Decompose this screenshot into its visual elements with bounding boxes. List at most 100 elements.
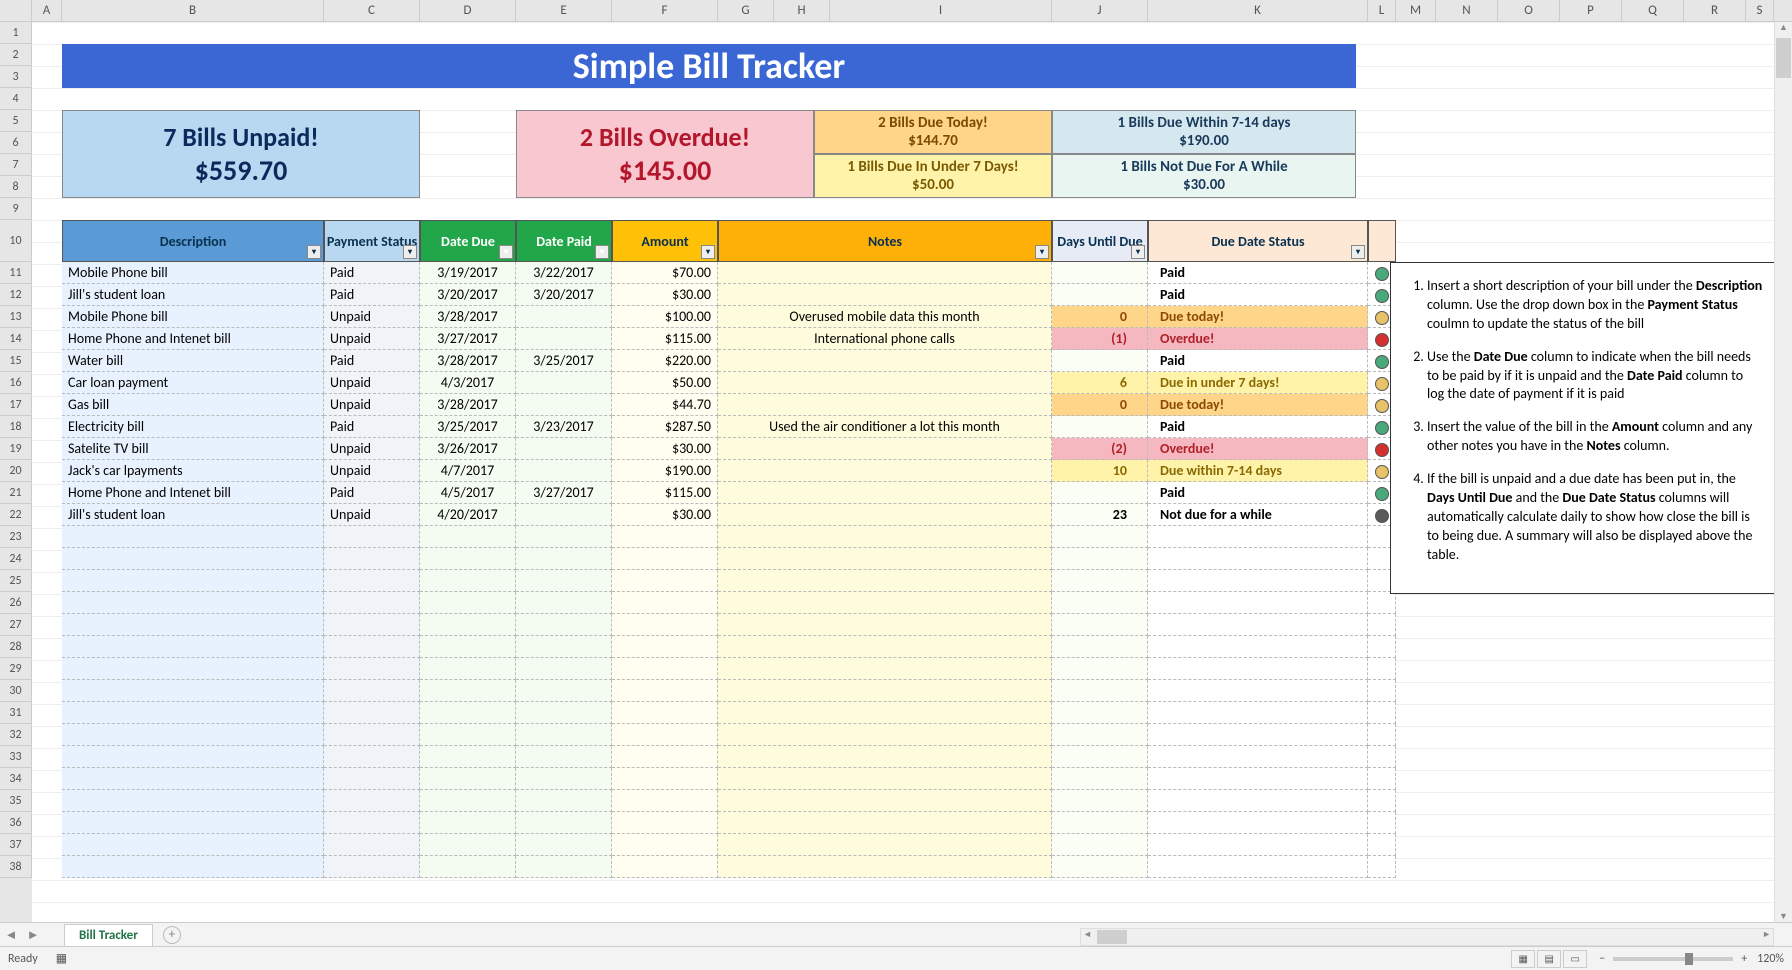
cell-notes[interactable]: [718, 570, 1052, 592]
cell-date_due[interactable]: [420, 614, 516, 636]
cell-description[interactable]: [62, 680, 324, 702]
column-header-N[interactable]: N: [1436, 0, 1498, 21]
cell-notes[interactable]: [718, 768, 1052, 790]
vertical-scrollbar[interactable]: ▲ ▼: [1774, 22, 1792, 922]
cell-amount[interactable]: [612, 834, 718, 856]
row-header-2[interactable]: 2: [0, 44, 32, 66]
row-header-14[interactable]: 14: [0, 328, 32, 350]
cell-payment_status[interactable]: [324, 768, 420, 790]
cell-amount[interactable]: [612, 658, 718, 680]
cell-notes[interactable]: [718, 262, 1052, 284]
zoom-out-button[interactable]: −: [1599, 952, 1605, 966]
row-header-6[interactable]: 6: [0, 132, 32, 154]
cell-payment_status[interactable]: Unpaid: [324, 504, 420, 526]
cell-amount[interactable]: [612, 790, 718, 812]
cell-amount[interactable]: [612, 548, 718, 570]
tab-nav-next[interactable]: ►: [22, 927, 44, 943]
cell-status[interactable]: Due today!: [1148, 306, 1368, 328]
cell-date_due[interactable]: 4/20/2017: [420, 504, 516, 526]
cell-amount[interactable]: $190.00: [612, 460, 718, 482]
cell-payment_status[interactable]: [324, 658, 420, 680]
cell-days[interactable]: 23: [1052, 504, 1148, 526]
header-notes[interactable]: Notes▾: [718, 220, 1052, 262]
row-header-4[interactable]: 4: [0, 88, 32, 110]
row-header-28[interactable]: 28: [0, 636, 32, 658]
column-header-C[interactable]: C: [324, 0, 420, 21]
cell-amount[interactable]: $30.00: [612, 284, 718, 306]
cell-description[interactable]: Jack's car lpayments: [62, 460, 324, 482]
cell-status[interactable]: [1148, 812, 1368, 834]
cell-payment_status[interactable]: [324, 548, 420, 570]
cell-days[interactable]: [1052, 812, 1148, 834]
sheet-tab-active[interactable]: Bill Tracker: [64, 924, 153, 946]
cell-status[interactable]: [1148, 592, 1368, 614]
cell-payment_status[interactable]: [324, 790, 420, 812]
row-header-26[interactable]: 26: [0, 592, 32, 614]
filter-dropdown-payment_status[interactable]: ▾: [403, 245, 417, 259]
cell-status[interactable]: [1148, 636, 1368, 658]
filter-dropdown-notes[interactable]: ▾: [1035, 245, 1049, 259]
cell-days[interactable]: 6: [1052, 372, 1148, 394]
row-header-38[interactable]: 38: [0, 856, 32, 878]
cell-notes[interactable]: [718, 614, 1052, 636]
column-header-S[interactable]: S: [1746, 0, 1774, 21]
cell-days[interactable]: [1052, 702, 1148, 724]
hscroll-thumb[interactable]: [1097, 930, 1127, 944]
cell-date_due[interactable]: [420, 680, 516, 702]
cell-payment_status[interactable]: Unpaid: [324, 306, 420, 328]
cell-days[interactable]: 10: [1052, 460, 1148, 482]
cell-date_due[interactable]: [420, 570, 516, 592]
row-header-33[interactable]: 33: [0, 746, 32, 768]
tab-nav-prev[interactable]: ◄: [0, 927, 22, 943]
cell-description[interactable]: [62, 548, 324, 570]
cell-description[interactable]: Jill's student loan: [62, 504, 324, 526]
cell-description[interactable]: Satelite TV bill: [62, 438, 324, 460]
zoom-slider[interactable]: [1613, 957, 1733, 961]
cell-date_due[interactable]: 4/5/2017: [420, 482, 516, 504]
row-header-19[interactable]: 19: [0, 438, 32, 460]
cell-status[interactable]: Paid: [1148, 350, 1368, 372]
cell-notes[interactable]: [718, 592, 1052, 614]
cell-days[interactable]: [1052, 680, 1148, 702]
row-header-15[interactable]: 15: [0, 350, 32, 372]
cell-date_paid[interactable]: [516, 372, 612, 394]
cell-days[interactable]: [1052, 636, 1148, 658]
cell-status[interactable]: Paid: [1148, 284, 1368, 306]
cell-description[interactable]: [62, 812, 324, 834]
cell-amount[interactable]: $70.00: [612, 262, 718, 284]
cell-payment_status[interactable]: Paid: [324, 262, 420, 284]
cell-days[interactable]: (2): [1052, 438, 1148, 460]
cell-notes[interactable]: [718, 284, 1052, 306]
cell-description[interactable]: Jill's student loan: [62, 284, 324, 306]
cell-date_paid[interactable]: 3/25/2017: [516, 350, 612, 372]
column-header-G[interactable]: G: [718, 0, 774, 21]
cell-amount[interactable]: [612, 526, 718, 548]
cell-days[interactable]: 0: [1052, 394, 1148, 416]
cell-amount[interactable]: $115.00: [612, 482, 718, 504]
row-header-30[interactable]: 30: [0, 680, 32, 702]
cell-notes[interactable]: [718, 394, 1052, 416]
row-header-20[interactable]: 20: [0, 460, 32, 482]
cell-payment_status[interactable]: Unpaid: [324, 460, 420, 482]
cell-date_paid[interactable]: [516, 834, 612, 856]
cell-description[interactable]: [62, 856, 324, 878]
cell-date_paid[interactable]: [516, 394, 612, 416]
cell-date_due[interactable]: [420, 658, 516, 680]
cell-amount[interactable]: [612, 856, 718, 878]
cell-description[interactable]: Mobile Phone bill: [62, 262, 324, 284]
cell-days[interactable]: [1052, 416, 1148, 438]
cell-status[interactable]: [1148, 856, 1368, 878]
cell-notes[interactable]: [718, 372, 1052, 394]
cell-status[interactable]: Not due for a while: [1148, 504, 1368, 526]
header-amount[interactable]: Amount▾: [612, 220, 718, 262]
cell-notes[interactable]: [718, 438, 1052, 460]
cell-payment_status[interactable]: Unpaid: [324, 372, 420, 394]
cell-notes[interactable]: [718, 680, 1052, 702]
cell-date_due[interactable]: 3/28/2017: [420, 350, 516, 372]
cell-payment_status[interactable]: [324, 614, 420, 636]
row-header-13[interactable]: 13: [0, 306, 32, 328]
cell-notes[interactable]: [718, 724, 1052, 746]
cell-date_due[interactable]: 3/26/2017: [420, 438, 516, 460]
cell-payment_status[interactable]: [324, 856, 420, 878]
cell-date_due[interactable]: 3/28/2017: [420, 306, 516, 328]
